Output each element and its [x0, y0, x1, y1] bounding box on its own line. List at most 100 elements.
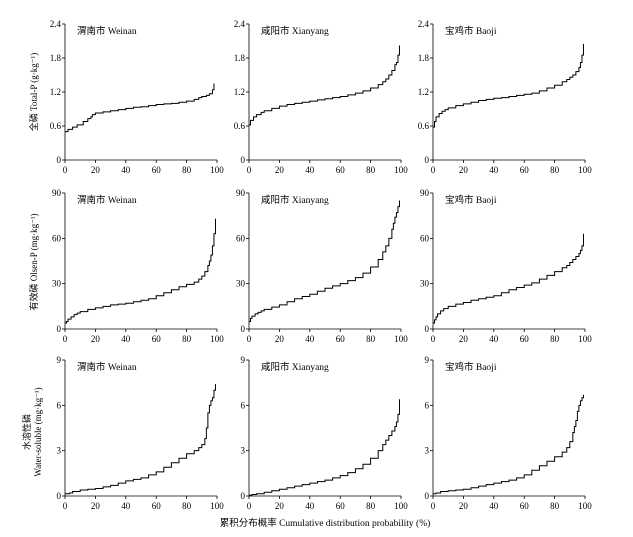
x-tick-label: 0 [431, 501, 436, 511]
panel-title: 咸阳市 Xianyang [261, 194, 329, 206]
cdf-series-line [249, 399, 400, 496]
x-tick-label: 40 [305, 501, 315, 511]
x-tick-label: 60 [520, 165, 530, 175]
panel-2: 0 0.6 1.2 1.8 2.4 0 20 40 60 80 100 宝鸡市 Baoji [418, 19, 593, 175]
y-tick-label: 0 [57, 324, 62, 334]
x-tick-label: 100 [578, 334, 592, 344]
y-tick-label: 3 [425, 446, 430, 456]
x-tick-label: 0 [431, 165, 436, 175]
y-tick-label: 9 [241, 355, 246, 365]
panel-3: 0 30 60 90 0 20 40 60 80 100 渭南市 Weinan [52, 188, 224, 344]
x-tick-label: 100 [394, 501, 408, 511]
x-tick-label: 100 [394, 165, 408, 175]
y-tick-label: 0 [57, 491, 62, 501]
y-tick-label: 3 [57, 446, 62, 456]
x-tick-label: 100 [210, 165, 224, 175]
x-tick-label: 60 [520, 501, 530, 511]
panel-title: 咸阳市 Xianyang [261, 25, 329, 37]
y-tick-label: 1.2 [50, 87, 61, 97]
y-tick-label: 90 [52, 188, 62, 198]
x-tick-label: 0 [247, 334, 252, 344]
cdf-series-line [249, 45, 400, 126]
y-tick-label: 90 [236, 188, 246, 198]
panel-1: 0 0.6 1.2 1.8 2.4 0 20 40 60 80 100 咸阳市 Xianyang [234, 19, 409, 175]
x-tick-label: 100 [210, 334, 224, 344]
panel-5: 0 30 60 90 0 20 40 60 80 100 宝鸡市 Baoji [420, 188, 592, 344]
x-tick-label: 40 [489, 501, 499, 511]
cdf-series-line [433, 43, 584, 128]
y-tick-label: 0 [57, 155, 62, 165]
y-tick-label: 0 [425, 324, 430, 334]
cdf-series-line [65, 218, 216, 324]
y-tick-label: 90 [420, 188, 430, 198]
y-tick-label: 60 [52, 233, 62, 243]
y-tick-label: 9 [57, 355, 62, 365]
x-tick-label: 20 [275, 334, 285, 344]
x-tick-label: 40 [489, 165, 499, 175]
y-tick-label: 6 [241, 400, 246, 410]
x-tick-label: 20 [91, 501, 101, 511]
y-tick-label: 1.2 [234, 87, 245, 97]
x-tick-label: 40 [121, 165, 131, 175]
panel-title: 宝鸡市 Baoji [445, 194, 497, 206]
x-tick-label: 100 [578, 165, 592, 175]
x-tick-label: 100 [578, 501, 592, 511]
y-tick-label: 1.8 [50, 53, 62, 63]
x-tick-label: 20 [459, 334, 469, 344]
x-tick-label: 20 [275, 165, 285, 175]
cdf-series-line [65, 384, 216, 495]
y-tick-label: 2.4 [234, 19, 246, 29]
y-tick-label: 1.8 [234, 53, 246, 63]
x-tick-label: 60 [336, 165, 346, 175]
y-tick-label: 0 [241, 491, 246, 501]
row-ylabel-2: 水溶性磷 Water-soluble (mg·kg⁻¹) [21, 387, 43, 476]
x-tick-label: 60 [152, 501, 162, 511]
y-tick-label: 6 [425, 400, 430, 410]
y-tick-label: 3 [241, 446, 246, 456]
cdf-series-line [249, 200, 400, 322]
y-tick-label: 1.2 [418, 87, 429, 97]
y-tick-label: 0 [241, 324, 246, 334]
x-tick-label: 40 [489, 334, 499, 344]
x-tick-label: 20 [91, 334, 101, 344]
row-ylabel-2-line-0: 水溶性磷 [21, 414, 32, 450]
panel-title: 宝鸡市 Baoji [445, 361, 497, 373]
y-tick-label: 9 [425, 355, 430, 365]
x-tick-label: 40 [305, 334, 315, 344]
x-tick-label: 60 [520, 334, 530, 344]
x-axis-label: 累积分布概率 Cumulative distribution probabili… [220, 517, 431, 529]
y-tick-label: 30 [236, 279, 246, 289]
y-tick-label: 2.4 [50, 19, 62, 29]
x-tick-label: 60 [336, 501, 346, 511]
x-tick-label: 60 [336, 334, 346, 344]
x-tick-label: 100 [210, 501, 224, 511]
x-tick-label: 0 [63, 165, 68, 175]
y-tick-label: 30 [420, 279, 430, 289]
panel-8: 0 3 6 9 0 20 40 60 80 100 宝鸡市 Baoji [425, 355, 593, 511]
x-tick-label: 60 [152, 334, 162, 344]
x-tick-label: 40 [121, 334, 131, 344]
panel-title: 渭南市 Weinan [77, 25, 137, 37]
panel-7: 0 3 6 9 0 20 40 60 80 100 咸阳市 Xianyang [241, 355, 409, 511]
x-tick-label: 100 [394, 334, 408, 344]
x-tick-label: 80 [182, 501, 192, 511]
y-tick-label: 0.6 [234, 121, 246, 131]
cdf-series-line [433, 394, 584, 495]
y-tick-label: 1.8 [418, 53, 430, 63]
y-tick-label: 60 [236, 233, 246, 243]
y-tick-label: 60 [420, 233, 430, 243]
y-tick-label: 0 [425, 491, 430, 501]
row-ylabel-1: 有效磷 Olsen-P (mg·kg⁻¹) [28, 213, 39, 310]
row-ylabel-1-line-0: 有效磷 Olsen-P (mg·kg⁻¹) [28, 213, 39, 310]
y-tick-label: 0 [425, 155, 430, 165]
row-ylabel-0-line-0: 全磷 Total-P (g·kg⁻¹) [28, 53, 39, 131]
panel-title: 咸阳市 Xianyang [261, 361, 329, 373]
x-tick-label: 20 [459, 501, 469, 511]
x-tick-label: 20 [275, 501, 285, 511]
x-tick-label: 80 [366, 334, 376, 344]
x-tick-label: 0 [247, 165, 252, 175]
y-tick-label: 30 [52, 279, 62, 289]
x-tick-label: 80 [550, 334, 560, 344]
